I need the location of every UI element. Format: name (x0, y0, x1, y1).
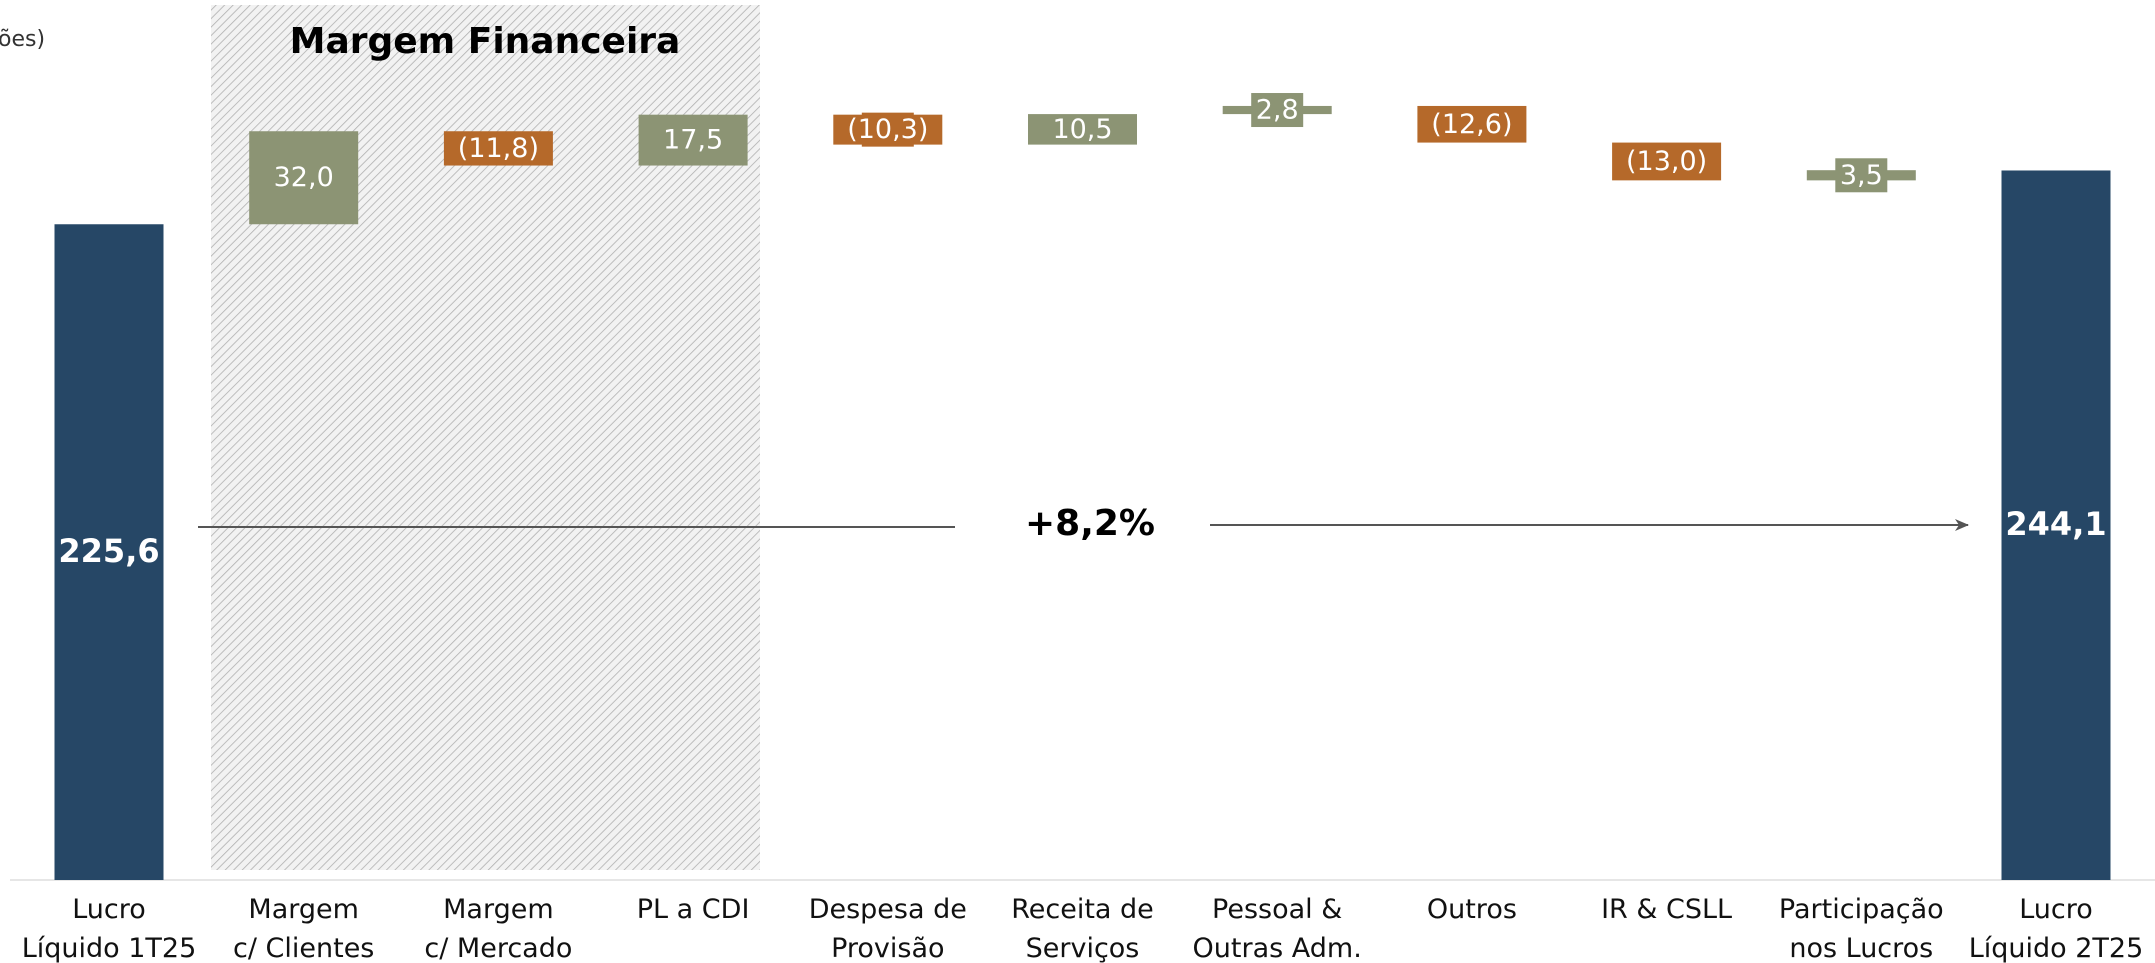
value-label: 17,5 (663, 125, 723, 156)
unit-label: ões) (0, 27, 45, 52)
x-tick-label: Pessoal & Outras Adm. (1192, 894, 1362, 963)
value-label: (13,0) (1626, 146, 1707, 177)
bar (1417, 105, 1527, 143)
bar (249, 131, 359, 225)
label-box (861, 112, 914, 147)
x-tick-label: Participação nos Lucros (1778, 894, 1944, 963)
x-tick-label: Margem c/ Clientes (233, 894, 375, 963)
value-label: 10,5 (1052, 114, 1112, 145)
group-title: Margem Financeira (290, 21, 681, 62)
bar (54, 224, 164, 881)
bar (443, 131, 553, 166)
x-tick-label: IR & CSLL (1601, 894, 1733, 925)
value-label: 2,8 (1256, 95, 1299, 126)
growth-label: +8,2% (1025, 503, 1155, 544)
label-box (1835, 158, 1888, 193)
value-label: (12,6) (1431, 109, 1512, 140)
value-label: (11,8) (458, 133, 539, 164)
x-tick-label: Outros (1426, 894, 1517, 925)
x-tick-label: Lucro Líquido 2T25 (1968, 894, 2144, 963)
x-tick-label: Despesa de Provisão (808, 894, 967, 963)
value-label: 3,5 (1840, 160, 1883, 191)
value-label: 244,1 (2005, 505, 2106, 543)
value-label: 225,6 (58, 532, 159, 570)
x-tick-label: Lucro Líquido 1T25 (21, 894, 197, 963)
value-label: (10,3) (847, 114, 928, 145)
x-tick-label: Receita de Serviços (1011, 894, 1154, 963)
x-tick-label: Margem c/ Mercado (424, 894, 573, 963)
bar (2001, 170, 2111, 880)
label-box (1251, 93, 1304, 128)
value-label: 32,0 (274, 162, 334, 193)
bar (638, 114, 748, 166)
x-tick-label: PL a CDI (636, 894, 750, 925)
bar (1612, 142, 1722, 181)
bar (1028, 114, 1137, 145)
